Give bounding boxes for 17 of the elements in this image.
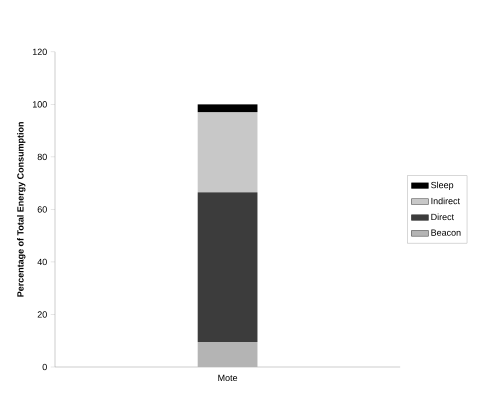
- bar: [198, 112, 258, 192]
- legend-label: Beacon: [431, 230, 460, 236]
- legend-label: Indirect: [431, 198, 460, 204]
- y-tick-label: 40: [37, 258, 47, 266]
- bar: [198, 104, 258, 112]
- y-tick-label: 20: [38, 311, 47, 318]
- y-tick-label: 80: [38, 154, 47, 160]
- legend-label: Sleep: [431, 182, 454, 190]
- y-tick-label: 60: [38, 206, 47, 213]
- y-tick-label: 0: [42, 364, 47, 370]
- y-tick-label: 100: [32, 101, 47, 108]
- x-tick-label: Mote: [218, 374, 238, 382]
- y-tick-label: 120: [32, 48, 47, 56]
- bar: [198, 192, 258, 342]
- bar: [198, 342, 258, 367]
- y-axis-title: Percentage of Total Energy Consumption: [17, 122, 26, 297]
- legend-label: Direct: [431, 214, 454, 220]
